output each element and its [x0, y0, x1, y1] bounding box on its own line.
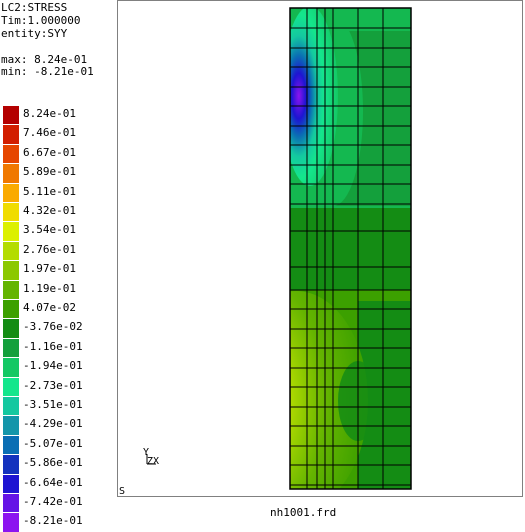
legend-label: 7.46e-01: [23, 126, 76, 140]
legend-label: -4.29e-01: [23, 417, 83, 431]
legend-swatch: [3, 494, 19, 513]
legend-label: 8.24e-01: [23, 107, 76, 120]
legend-label: -3.51e-01: [23, 398, 83, 411]
legend-label: -5.86e-01: [23, 456, 83, 470]
legend-label: 6.67e-01: [23, 145, 76, 159]
load-case-label: LC2:STRESS: [1, 1, 68, 14]
model-outline: [289, 7, 412, 490]
legend-swatch: [3, 280, 19, 299]
axis-triad: [146, 454, 156, 465]
legend-label: -6.64e-01: [23, 475, 83, 489]
legend-label: 5.11e-01: [23, 184, 76, 198]
legend-swatch: [3, 106, 19, 125]
legend-label: 1.19e-01: [23, 281, 76, 295]
max-value-label: max: 8.24e-01: [1, 53, 88, 66]
axis-zx-label: ZX: [147, 456, 160, 467]
model-viewport[interactable]: Y ZX: [117, 0, 523, 497]
legend-swatch: [3, 164, 19, 183]
legend-swatch: [3, 300, 19, 319]
legend-swatch: [3, 358, 19, 377]
legend-label: 4.07e-02: [23, 301, 76, 314]
legend-label: 2.76e-01: [23, 242, 76, 256]
filename-label: nh1001.frd: [270, 506, 337, 519]
legend-swatch: [3, 455, 19, 474]
legend-swatch: [3, 125, 19, 144]
legend-swatch: [3, 319, 19, 338]
legend-swatch: [3, 377, 19, 396]
mesh-grid: [290, 8, 411, 489]
entity-label: entity:SYY: [1, 27, 68, 40]
legend-label: -3.76e-02: [23, 320, 83, 334]
legend-swatch: [3, 261, 19, 280]
legend-label: -2.73e-01: [23, 378, 83, 392]
legend-swatch: [3, 338, 19, 358]
legend-swatch: [3, 397, 19, 416]
legend-swatch: [3, 203, 19, 222]
legend-label: 1.97e-01: [23, 262, 76, 276]
legend-label: 4.32e-01: [23, 204, 76, 217]
legend-swatch: [3, 144, 19, 164]
legend-swatch: [3, 474, 19, 493]
fe-mesh-plot: [146, 7, 412, 490]
legend-swatch: [3, 513, 19, 532]
view-status-flag: S: [119, 486, 126, 497]
min-value-label: min: -8.21e-01: [1, 65, 94, 78]
legend-label: -5.07e-01: [23, 436, 83, 450]
time-label: Tim:1.000000: [1, 14, 81, 27]
axis-y-label: Y: [143, 447, 150, 458]
legend-label: 5.89e-01: [23, 165, 76, 179]
legend-label: 3.54e-01: [23, 223, 76, 237]
legend-label: -8.21e-01: [23, 514, 83, 528]
legend-label: -1.94e-01: [23, 359, 83, 373]
legend-swatch: [3, 222, 19, 241]
legend-swatch: [3, 183, 19, 202]
legend-swatch: [3, 435, 19, 455]
legend-label: -1.16e-01: [23, 339, 83, 353]
legend-swatch: [3, 241, 19, 261]
legend-swatch: [3, 416, 19, 435]
legend-label: -7.42e-01: [23, 495, 83, 508]
